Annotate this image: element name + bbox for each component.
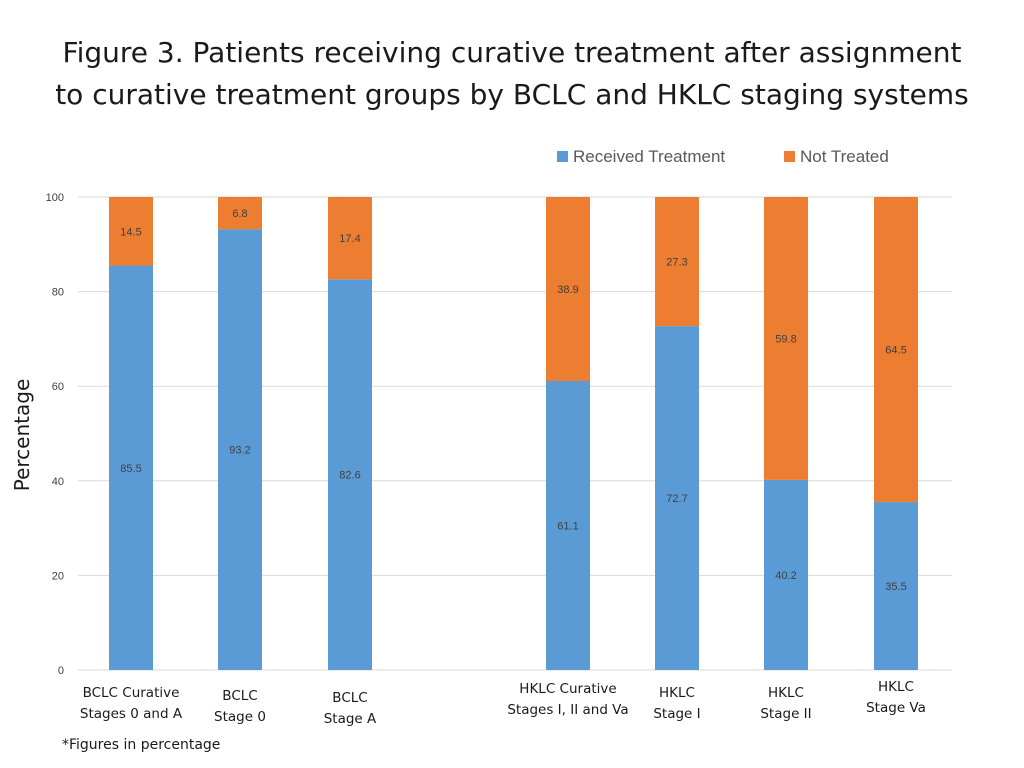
x-category-label-line: BCLC [332,690,368,706]
y-tick-label: 40 [52,476,64,488]
y-tick-label: 100 [46,192,64,204]
legend-label-received: Received Treatment [573,147,725,166]
x-category-label-line: Stages 0 and A [79,706,183,722]
data-label-received: 82.6 [339,470,360,482]
legend-swatch-received [557,151,568,162]
bar-received [874,502,918,670]
bar-received [109,265,153,670]
x-category-label-line: HKLC [659,685,695,701]
x-category-label: HKLC Stage Va [821,677,971,719]
x-category-label-line: HKLC Curative [519,681,617,697]
bar-not-treated [546,197,590,381]
chart-title-line-2: to curative treatment groups by BCLC and… [55,78,969,111]
data-label-not-treated: 59.8 [775,333,796,345]
bar-received [655,326,699,670]
x-category-label-line: HKLC [768,685,804,701]
legend-label-not-treated: Not Treated [800,147,889,166]
x-category-label-line: HKLC [878,679,914,695]
data-label-received: 40.2 [775,570,796,582]
data-label-received: 61.1 [557,520,578,532]
bar-not-treated [655,197,699,327]
y-axis-label: Percentage [10,378,34,492]
chart-title-line-1: Figure 3. Patients receiving curative tr… [62,36,962,69]
x-category-label-line: Stage A [323,711,377,727]
x-category-label-line: Stage 0 [214,709,266,725]
data-label-received: 35.5 [885,581,906,593]
legend-swatch-not-treated [784,151,795,162]
bar-not-treated [109,197,153,266]
y-tick-label: 60 [52,381,64,393]
bar-not-treated [764,197,808,480]
x-category-label-line: BCLC [222,688,258,704]
bar-not-treated [328,197,372,280]
y-tick-label: 0 [58,665,64,677]
bar-received [328,279,372,670]
x-category-label: BCLC Stage 0 [165,686,315,728]
chart-title: Figure 3. Patients receiving curative tr… [0,32,1024,116]
x-category-label: BCLC Curative Stages 0 and A [56,683,206,725]
x-category-label-line: BCLC Curative [82,685,180,701]
x-category-label-line: Stage I [653,706,701,722]
x-category-label: HKLC Stage I [602,683,752,725]
x-category-label: HKLC Curative Stages I, II and Va [493,679,643,721]
x-category-label: HKLC Stage II [711,683,861,725]
footnote: *Figures in percentage [62,737,221,753]
bar-received [218,229,262,670]
data-label-received: 85.5 [120,463,141,475]
x-category-label-line: Stage II [760,706,812,722]
x-category-label: BCLC Stage A [275,688,425,730]
data-label-not-treated: 64.5 [885,345,906,357]
y-tick-label: 80 [52,287,64,299]
data-label-received: 93.2 [229,445,250,457]
data-label-not-treated: 6.8 [232,208,247,220]
bar-received [546,380,590,670]
bar-received [764,479,808,670]
x-category-label-line: Stage Va [866,700,926,716]
bar-not-treated [874,197,918,503]
data-label-received: 72.7 [666,493,687,505]
y-tick-label: 20 [52,570,64,582]
data-label-not-treated: 27.3 [666,257,687,269]
data-label-not-treated: 38.9 [557,284,578,296]
data-label-not-treated: 17.4 [339,233,360,245]
x-category-label-line: Stages I, II and Va [507,702,629,718]
data-label-not-treated: 14.5 [120,226,141,238]
bar-not-treated [218,197,262,230]
